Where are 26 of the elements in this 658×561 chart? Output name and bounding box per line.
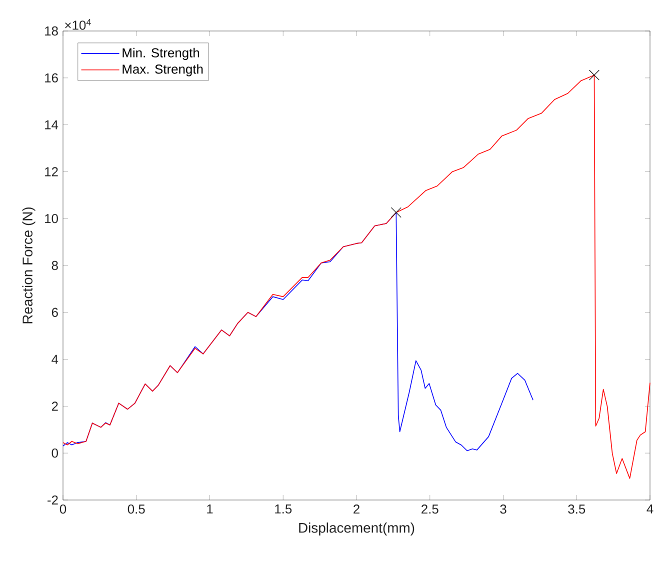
x-tick-label: 2.5 bbox=[422, 504, 438, 514]
x-axis-title: Displacement(mm) bbox=[299, 522, 414, 536]
line-series bbox=[62, 74, 650, 479]
x-tick-label: 0.5 bbox=[128, 504, 145, 514]
legend-label: Min. Strength bbox=[122, 48, 200, 60]
x-tick-label: 4 bbox=[646, 504, 654, 514]
x-tick-label: 1 bbox=[207, 504, 213, 514]
y-tick-label: -2 bbox=[48, 495, 58, 505]
y-tick-label: 2 bbox=[52, 402, 58, 411]
y-tick-label: 12 bbox=[45, 167, 58, 176]
y-tick-label: 0 bbox=[52, 448, 58, 458]
legend-label: Max. Strength bbox=[122, 64, 203, 76]
y-tick-label: 8 bbox=[52, 260, 58, 270]
x-tick-label: 0 bbox=[60, 504, 66, 514]
y-tick-label: 10 bbox=[45, 214, 58, 224]
y-tick-label: 14 bbox=[45, 120, 58, 130]
y-tick-label: 16 bbox=[45, 73, 58, 82]
y-axis-title: Reaction Force (N) bbox=[22, 207, 36, 324]
text: ×10$^{4}$ bbox=[65, 19, 91, 30]
y-tick-label: 6 bbox=[52, 308, 58, 317]
x-tick-label: 1.5 bbox=[275, 504, 292, 514]
y-tick-label: 4 bbox=[52, 354, 58, 364]
x-tick-label: 3.5 bbox=[568, 504, 586, 514]
x-tick-label: 2 bbox=[354, 504, 360, 514]
x-tick-label: 3 bbox=[500, 504, 506, 514]
y-tick-label: 18 bbox=[45, 26, 58, 36]
